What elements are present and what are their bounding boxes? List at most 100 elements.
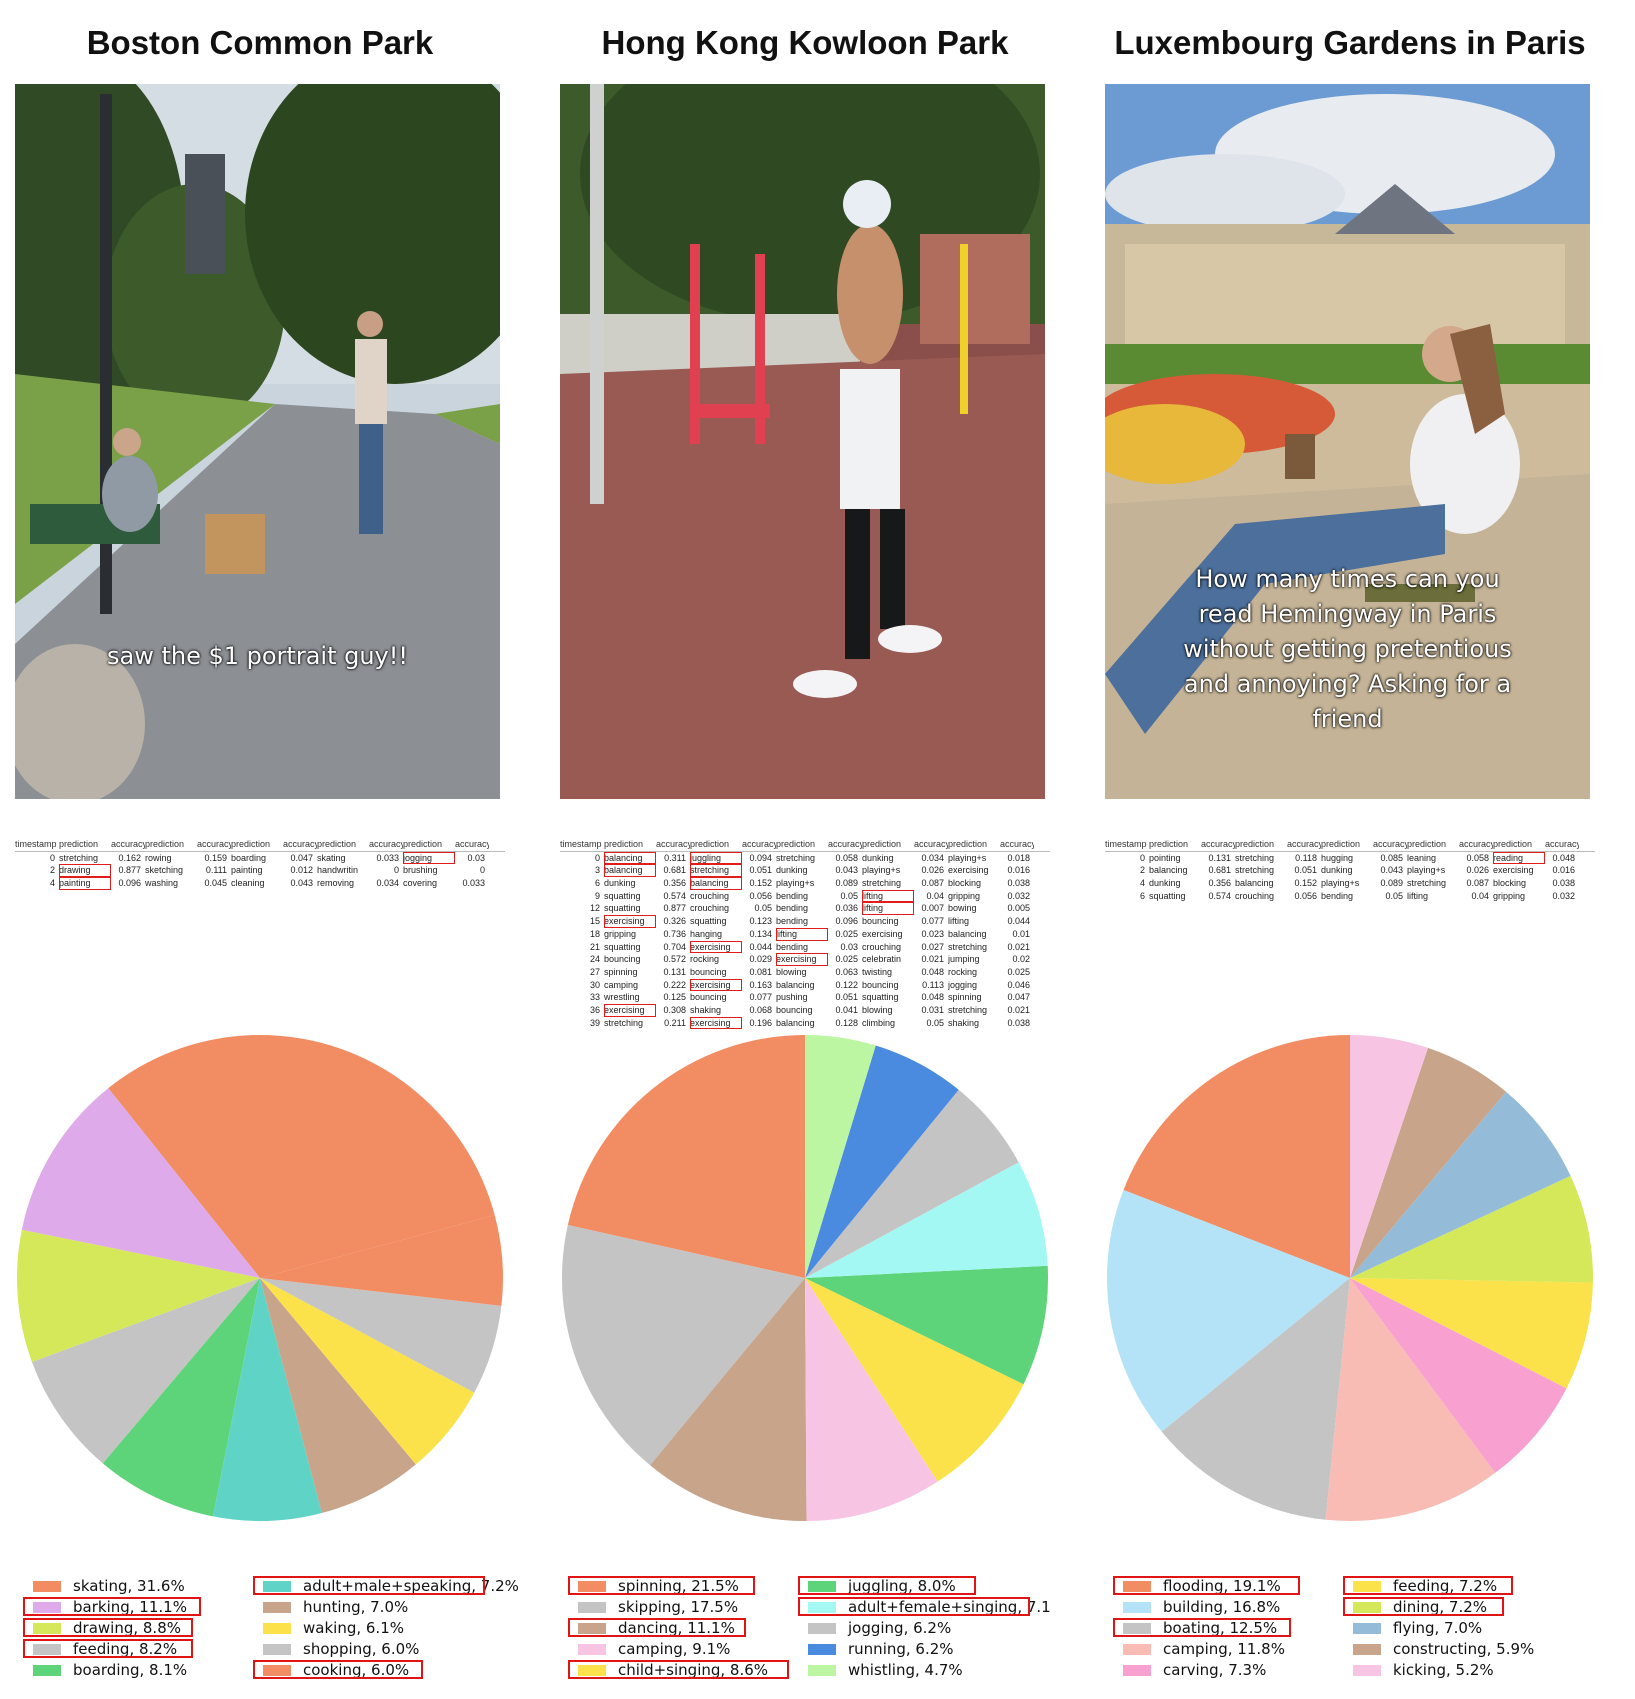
legend-item: camping, 9.1% [560,1639,800,1660]
table-cell: playing+s [776,878,815,889]
table-cell: blowing [862,1004,893,1015]
legend-swatch [33,1581,61,1592]
pie-slice-adult-female-singing [805,1162,1048,1278]
legend-item: dining, 7.2% [1335,1597,1575,1618]
table-cell: 0 [594,852,600,863]
table-cell: 39 [589,1017,600,1028]
legend-label: juggling, 8.0% [848,1577,956,1595]
video-caption: saw the $1 portrait guy!! [35,639,480,674]
pie-slice-camping [805,1278,938,1521]
table-cell: 0.068 [749,1004,772,1015]
table-cell: 0.036 [835,903,858,914]
table-cell: 24 [589,954,600,965]
table-cell: 0.038 [1552,878,1575,889]
table-cell: lifting [776,927,828,941]
legend-highlight-box [1343,1576,1513,1595]
table-header-cell: accuracy_5 [455,839,489,849]
pie-slice-adult-male-speaking [212,1278,322,1521]
table-cell: 0.03 [467,852,485,863]
table-header-row: timestamppredictionaccuracy_predictionac… [15,838,505,852]
table-cell: blocking [1493,878,1527,889]
legend-label: camping, 11.8% [1163,1640,1285,1658]
table-cell: drawing [59,864,111,878]
legend-swatch [33,1644,61,1655]
table-cell: 0.027 [921,941,944,952]
table-cell: 0.356 [1208,878,1231,889]
table-cell: exercising [690,978,742,992]
table-cell: 0.681 [1208,865,1231,876]
legend-label: whistling, 4.7% [848,1661,963,1679]
table-cell: 15 [589,916,600,927]
pie-slice-kicking [1350,1035,1428,1278]
table-cell: 0.04 [926,890,944,901]
table-cell: removing [317,878,355,889]
legend-label: dining, 7.2% [1393,1598,1488,1616]
table-cell: bouncing [690,992,727,1003]
legend-item: running, 6.2% [790,1639,1030,1660]
table-cell: 0.089 [835,878,858,889]
table-row: 0 pointing 0.131 stretching 0.118 hugging 0.08… [1105,851,1595,865]
legend-highlight-box [798,1597,1030,1616]
legend-label: kicking, 5.2% [1393,1661,1494,1679]
table-cell: balancing [604,851,656,865]
legend-label: building, 16.8% [1163,1598,1281,1616]
table-cell: sketching [145,865,184,876]
table-cell: 0.016 [1007,865,1030,876]
table-cell: 0.056 [1294,890,1317,901]
legend-item: building, 16.8% [1105,1597,1345,1618]
legend-label: adult+male+speaking, 7.2% [303,1577,519,1595]
legend-label: waking, 6.1% [303,1619,404,1637]
table-header-cell: prediction [604,839,644,849]
legend-item: jogging, 6.2% [790,1618,1030,1639]
video-caption: How many times can you read Hemingway in… [1125,562,1570,737]
table-cell: 0.051 [1294,865,1317,876]
table-cell: 0.043 [835,865,858,876]
table-cell: 0.048 [921,992,944,1003]
legend-label: camping, 9.1% [618,1640,731,1658]
legend-item: skating, 31.6% [15,1576,255,1597]
table-cell: 0.877 [663,903,686,914]
legend-label: adult+female+singing, 7.1 [848,1598,1051,1616]
pie-slice-feeding [31,1278,261,1464]
table-cell: 0.681 [663,865,686,876]
table-header-cell: timestamp [1105,839,1147,849]
table-cell: 0.877 [118,865,141,876]
legend-item: flying, 7.0% [1335,1618,1575,1639]
legend-swatch [263,1623,291,1634]
table-cell: 0.044 [1007,916,1030,927]
table-cell: 0.047 [290,852,313,863]
table-cell: 0.029 [749,954,772,965]
legend-swatch [1123,1581,1151,1592]
legend-highlight-box [23,1639,193,1658]
table-cell: squatting [604,890,641,901]
table-cell: 0.025 [835,954,858,965]
table-cell: 33 [589,992,600,1003]
table-cell: 12 [589,903,600,914]
table-cell: 0.356 [663,878,686,889]
legend-item: boarding, 8.1% [15,1660,255,1681]
table-header-cell: prediction [1407,839,1447,849]
table-cell: exercising [604,915,656,928]
table-cell: 0.111 [205,865,227,876]
legend-swatch [1353,1623,1381,1634]
table-cell: exercising [690,1016,742,1030]
pie-slice-flying [1350,1091,1571,1278]
table-cell: jogging [948,979,978,990]
table-cell: 0.023 [921,928,944,939]
table-header-cell: prediction [776,839,816,849]
table-cell: lifting [862,889,914,903]
table-cell: 0.222 [663,979,686,990]
table-row: 6 squatting 0.574 crouching 0.056 bending 0.05… [1105,890,1595,903]
table-cell: bending [776,941,809,952]
table-cell: jogging [403,851,455,865]
table-cell: climbing [862,1017,896,1028]
table-cell: 0.026 [1466,865,1489,876]
prediction-table: timestamppredictionaccuracy_predictionac… [1105,838,1595,902]
table-cell: 0.159 [204,852,227,863]
pie-slice-boating [1161,1278,1350,1520]
legend-highlight-box [253,1660,423,1679]
table-cell: painting [59,877,111,890]
legend-highlight-box [23,1618,193,1637]
legend-swatch [33,1602,61,1613]
table-row: 30 camping 0.222 exercising 0.163 balancing 0.… [560,978,1050,992]
